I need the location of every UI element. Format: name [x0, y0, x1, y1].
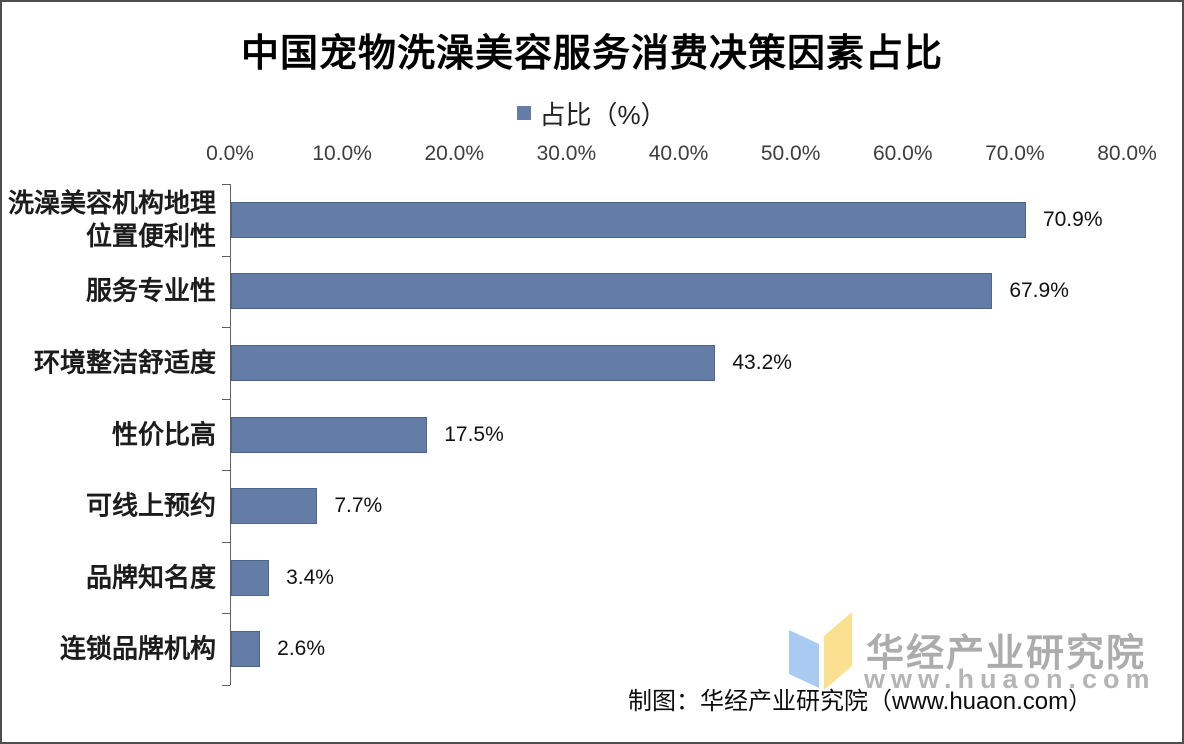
value-label: 43.2% — [732, 350, 792, 374]
legend: 占比（%） — [2, 98, 1182, 130]
legend-marker-icon — [517, 106, 532, 120]
y-axis-tick — [222, 613, 230, 615]
x-axis-tick-label: 0.0% — [206, 142, 254, 165]
bar — [231, 344, 716, 381]
watermark: 华经产业研究院 www.huaon.com — [786, 602, 1166, 702]
category-label: 性价比高 — [111, 419, 216, 449]
credit-text: 制图：华经产业研究院（www.huaon.com） — [628, 688, 1093, 715]
bar — [231, 559, 270, 596]
category-label: 连锁品牌机构 — [59, 633, 216, 664]
value-label: 7.7% — [334, 494, 383, 518]
huaon-logo-icon — [789, 612, 852, 690]
category-label: 服务专业性 — [85, 275, 216, 306]
x-axis-tick-label: 10.0% — [312, 142, 372, 165]
category-label: 可线上预约 — [85, 490, 216, 521]
value-label: 70.9% — [1042, 207, 1103, 231]
x-axis-tick-label: 80.0% — [1097, 142, 1157, 165]
watermark-org-name: 华经产业研究院 — [866, 633, 1147, 675]
x-axis: 0.0% 10.0% 20.0% 30.0% 40.0% 50.0% 60.0% 70.0% 8… — [2, 142, 1182, 170]
x-axis-tick-label: 30.0% — [536, 142, 597, 165]
y-axis-line — [230, 184, 231, 685]
category-label: 品牌知名度 — [85, 562, 216, 593]
category-label: 环境整洁舒适度 — [33, 347, 216, 378]
value-label: 2.6% — [277, 637, 326, 661]
y-axis-tick — [222, 685, 230, 686]
y-axis-tick — [222, 327, 230, 329]
legend-label: 占比（%） — [539, 99, 667, 130]
bar — [231, 416, 428, 453]
value-label: 17.5% — [444, 422, 504, 446]
x-axis-tick-label: 40.0% — [648, 142, 709, 165]
watermark-website: www.huaon.com — [864, 664, 1156, 694]
x-axis-tick-label: 60.0% — [872, 142, 933, 165]
logo-right-page — [824, 612, 852, 690]
bar — [231, 488, 318, 525]
y-axis-tick — [222, 255, 230, 257]
y-axis-tick — [222, 470, 230, 472]
chart-title: 中国宠物洗澡美容服务消费决策因素占比 — [240, 33, 943, 75]
y-axis-tick — [222, 184, 230, 185]
y-axis-tick — [222, 398, 230, 400]
x-axis-tick-label: 20.0% — [424, 142, 485, 165]
bar — [231, 201, 1026, 238]
x-axis-tick-label: 50.0% — [760, 142, 821, 165]
bar — [231, 273, 993, 310]
category-label: 洗澡美容机构地理位置便利性 — [7, 187, 216, 251]
logo-left-page — [789, 630, 819, 688]
bar — [231, 631, 261, 668]
value-label: 3.4% — [286, 565, 334, 589]
y-axis-tick — [222, 541, 230, 543]
value-label: 67.9% — [1009, 279, 1069, 303]
x-axis-tick-label: 70.0% — [985, 142, 1045, 165]
